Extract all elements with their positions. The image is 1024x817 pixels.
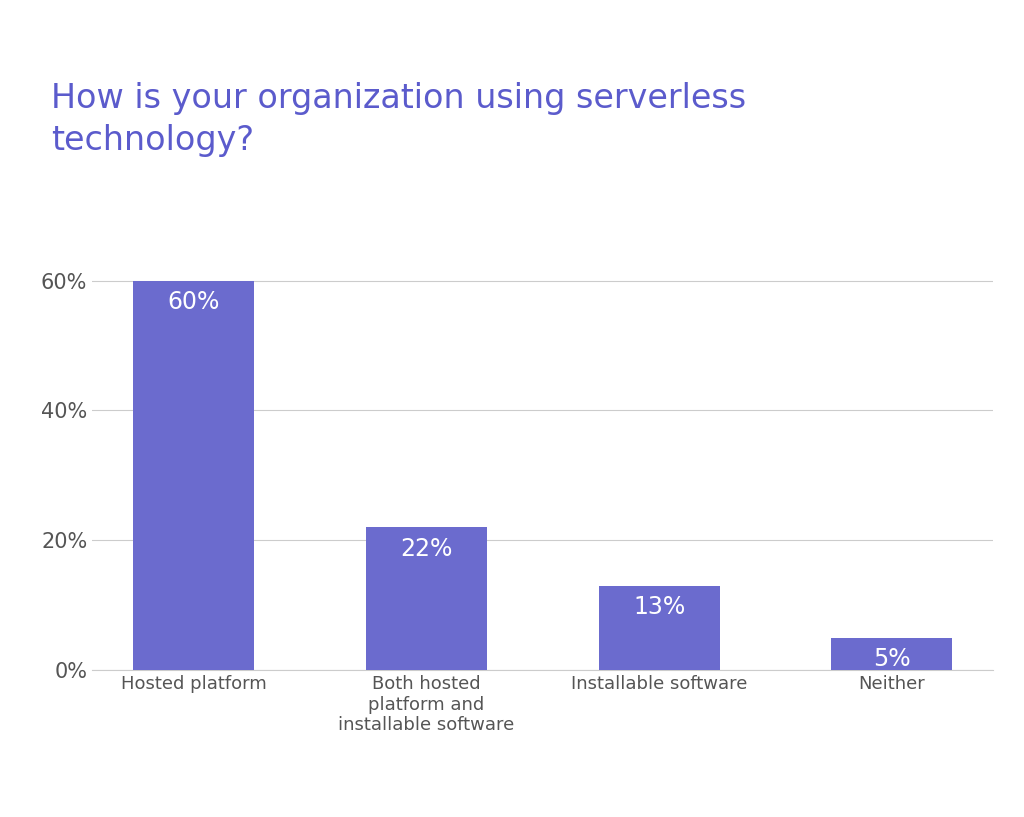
Text: 5%: 5% [873,647,910,672]
Text: 60%: 60% [168,290,220,315]
Bar [133,281,254,670]
Text: 13%: 13% [633,596,685,619]
Text: 22%: 22% [400,537,453,561]
Bar [599,586,720,670]
Text: How is your organization using serverless
technology?: How is your organization using serverles… [51,82,746,157]
Bar [366,527,486,670]
Bar [831,637,952,670]
